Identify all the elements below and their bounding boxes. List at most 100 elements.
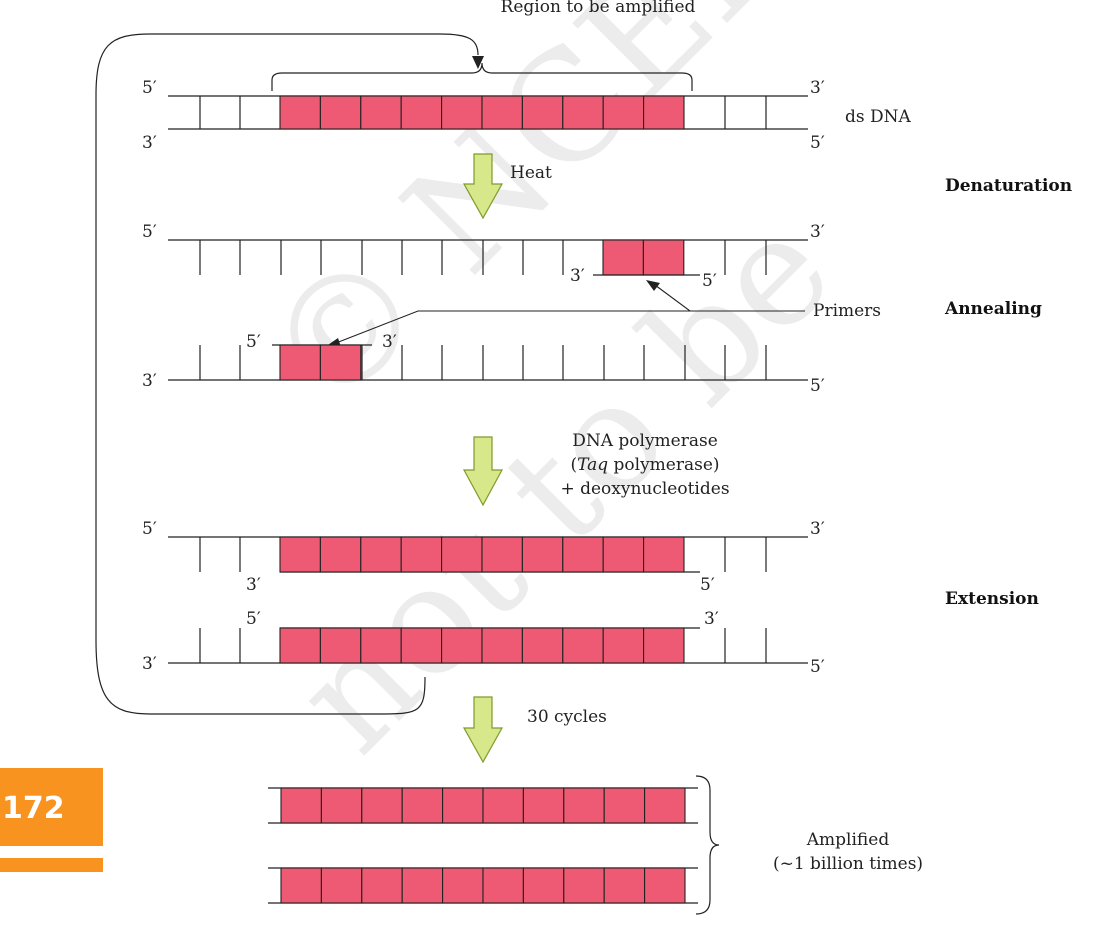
cycles-arrow	[462, 696, 504, 764]
target-segment	[320, 787, 363, 824]
target-segment	[441, 536, 483, 573]
target-segment	[521, 627, 564, 664]
primers-pointer-left	[335, 310, 690, 344]
ds-top-3-end: 3′	[810, 78, 825, 98]
region-label: Region to be amplified	[501, 0, 696, 17]
target-segment	[482, 787, 524, 824]
extension-step: DNA polymerase (Taq polymerase) + deoxyn…	[462, 431, 730, 507]
target-segment	[361, 867, 403, 904]
stage-denaturation: Denaturation	[945, 176, 1072, 196]
annealing-bottom-strand: 5′ 3′ 3′ 5′	[142, 332, 825, 396]
target-segment	[401, 867, 444, 904]
target-segment	[442, 787, 484, 824]
amplified-copy-2	[280, 867, 686, 904]
primer-bound-left	[279, 344, 362, 381]
target-segment	[521, 536, 564, 573]
target-segment	[319, 536, 362, 573]
ext2-new-5-end: 5′	[246, 609, 261, 629]
target-segment	[481, 627, 523, 664]
target-segment	[481, 536, 523, 573]
amplified-copy-1	[280, 787, 686, 824]
page-tab-bar	[0, 858, 103, 872]
ds-dna-label: ds DNA	[845, 107, 912, 127]
extension-duplex-1: 5′ 3′ 3′ 5′	[142, 519, 825, 595]
target-segment	[400, 95, 443, 130]
ds-base-pairs	[199, 96, 767, 129]
target-segment	[603, 867, 646, 904]
heat-label: Heat	[510, 163, 552, 183]
target-segment	[643, 627, 685, 664]
page-number-tab: 172	[0, 768, 103, 872]
primer-left-5-end: 5′	[246, 332, 261, 352]
polymerase-label-line3: + deoxynucleotides	[560, 479, 729, 499]
annealing-bottom-bases	[199, 345, 767, 380]
ext1-new-region	[279, 536, 685, 573]
target-segment	[279, 536, 321, 573]
primer-right-3-end: 3′	[570, 266, 585, 286]
target-segment	[522, 787, 565, 824]
target-segment	[360, 627, 402, 664]
ext1-top-5-end: 5′	[142, 519, 157, 539]
target-segment	[441, 627, 483, 664]
target-segment	[482, 867, 524, 904]
ext1-top-3-end: 3′	[810, 519, 825, 539]
primer-left-3-end: 3′	[382, 332, 397, 352]
stage-annealing: Annealing	[944, 299, 1042, 319]
an-bot-3-end: 3′	[142, 371, 157, 391]
ext2-bot-3-end: 3′	[142, 654, 157, 674]
target-segment	[319, 95, 362, 130]
target-segment	[563, 787, 605, 824]
target-segment	[442, 867, 484, 904]
ext1-new-3-end: 3′	[246, 575, 261, 595]
ds-target-region	[279, 95, 685, 130]
target-segment	[360, 536, 402, 573]
primer-right-5-end: 5′	[702, 271, 717, 291]
annealing-top-strand: 5′ 3′ 3′ 5′	[142, 222, 825, 291]
polymerase-label-line2: (Taq polymerase)	[570, 455, 719, 475]
ext2-bot-5-end: 5′	[810, 657, 825, 677]
target-segment	[562, 627, 604, 664]
target-segment	[361, 787, 403, 824]
target-segment	[522, 867, 565, 904]
ext1-new-5-end: 5′	[700, 575, 715, 595]
target-segment	[279, 627, 321, 664]
cycles-label: 30 cycles	[527, 707, 607, 727]
stage-extension: Extension	[945, 589, 1039, 609]
target-segment	[562, 536, 604, 573]
target-segment	[319, 627, 362, 664]
target-segment	[360, 95, 402, 130]
target-segment	[280, 787, 322, 824]
cycle-loop-arrowhead	[472, 56, 484, 69]
target-segment	[279, 95, 321, 130]
an-bot-5-end: 5′	[810, 376, 825, 396]
target-segment	[280, 867, 322, 904]
target-segment	[602, 536, 645, 573]
target-segment	[643, 536, 685, 573]
primers-pointer-right-head	[646, 280, 660, 291]
target-segment	[642, 239, 685, 276]
annealing-top-bases	[199, 240, 767, 275]
target-segment	[441, 95, 483, 130]
polymerase-label-line1: DNA polymerase	[572, 431, 718, 451]
target-segment	[279, 344, 321, 381]
target-segment	[401, 787, 444, 824]
primers-label: Primers	[813, 301, 881, 321]
extension-duplex-2: 5′ 3′ 3′ 5′	[142, 609, 825, 677]
amplified-products: Amplified (~1 billion times)	[268, 775, 923, 915]
ext2-new-region	[279, 627, 685, 664]
ds-dna: 5′ 3′ 3′ 5′ ds DNA	[142, 78, 912, 153]
ds-bottom-3-end: 3′	[142, 133, 157, 153]
target-segment	[521, 95, 564, 130]
amplified-brace	[695, 775, 720, 915]
target-segment	[481, 95, 523, 130]
cycle-loop-line	[95, 33, 479, 715]
target-segment	[320, 867, 363, 904]
target-segment	[643, 95, 685, 130]
target-segment	[602, 239, 644, 276]
ds-top-5-end: 5′	[142, 78, 157, 98]
page-tab-block	[0, 768, 103, 846]
heat-step: Heat	[462, 153, 552, 220]
heat-arrow	[462, 153, 504, 220]
target-segment	[400, 627, 443, 664]
target-segment	[602, 95, 645, 130]
